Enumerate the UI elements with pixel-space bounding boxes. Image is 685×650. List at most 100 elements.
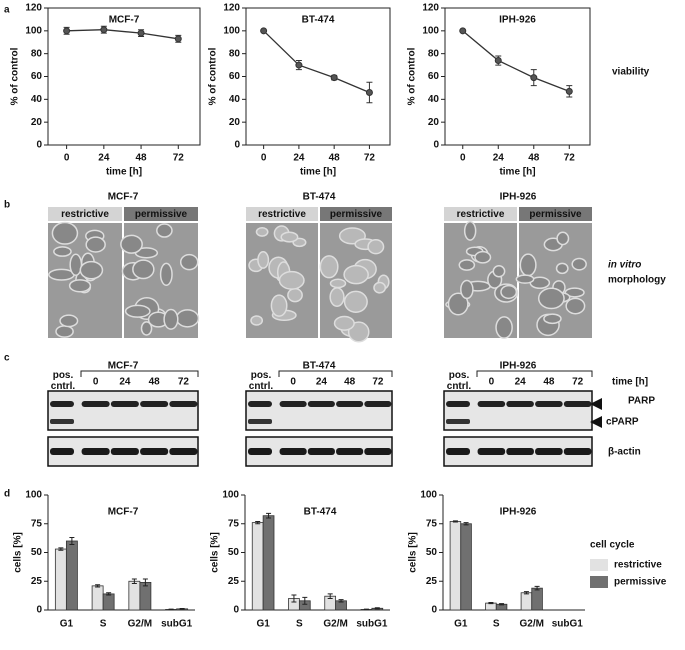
y-tick-label: 60 — [229, 71, 241, 82]
x-axis-label: time [h] — [499, 167, 535, 178]
y-tick-label: 80 — [31, 48, 43, 59]
x-axis-label: time [h] — [106, 167, 142, 178]
y-tick-label: 75 — [426, 518, 438, 529]
panel-letter: d — [4, 489, 10, 500]
cell — [280, 231, 299, 243]
blot — [47, 390, 199, 431]
bar — [460, 523, 472, 611]
timepoint-label: 48 — [543, 377, 555, 388]
condition-label: restrictive — [258, 209, 306, 220]
chart-title: IPH-926 — [499, 15, 536, 26]
bar — [139, 582, 152, 611]
band — [279, 401, 307, 407]
plot-frame — [444, 7, 591, 146]
cell — [120, 234, 143, 254]
side-label: morphology — [608, 275, 666, 286]
y-tick-label: 0 — [431, 605, 437, 616]
y-tick-label: 50 — [31, 547, 43, 558]
cell — [556, 231, 570, 246]
band — [364, 401, 392, 407]
x-tick-label: 48 — [528, 153, 540, 164]
y-tick-label: 0 — [36, 605, 42, 616]
x-tick-label: subG1 — [552, 619, 584, 630]
legend-title: cell cycle — [590, 540, 635, 551]
x-tick-label: subG1 — [161, 619, 193, 630]
cell — [48, 268, 75, 281]
band — [140, 448, 169, 455]
error-bar — [363, 608, 369, 611]
cell — [564, 287, 585, 298]
y-axis-label: cells [%] — [210, 532, 221, 573]
y-tick-label: 0 — [433, 140, 439, 151]
cell — [132, 259, 155, 280]
band-label: PARP — [628, 396, 655, 407]
error-bar — [179, 608, 185, 610]
condition-header — [246, 207, 318, 221]
band — [81, 401, 110, 407]
bar — [251, 522, 264, 611]
cell — [79, 260, 104, 280]
plot-frame — [47, 7, 201, 146]
cell — [140, 321, 153, 336]
data-point — [295, 61, 303, 69]
cell — [270, 294, 288, 317]
band — [563, 448, 592, 455]
timepoint-label: 24 — [316, 377, 328, 388]
cell — [159, 262, 173, 287]
band — [336, 401, 364, 407]
band — [248, 419, 272, 424]
legend-label: permissive — [614, 577, 667, 588]
y-tick-label: 20 — [428, 117, 440, 128]
y-tick-label: 80 — [229, 48, 241, 59]
cell — [367, 239, 385, 255]
y-tick-label: 100 — [422, 25, 439, 36]
timepoint-label: 24 — [119, 377, 131, 388]
band — [140, 401, 169, 407]
x-tick-label: 72 — [173, 153, 185, 164]
data-point — [330, 74, 338, 82]
x-tick-label: 72 — [564, 153, 576, 164]
x-tick-label: S — [493, 619, 500, 630]
x-tick-label: 0 — [64, 153, 70, 164]
data-point — [260, 27, 268, 35]
band — [477, 448, 506, 455]
data-point — [565, 87, 573, 95]
cell — [85, 236, 106, 253]
error-bar — [452, 520, 458, 523]
error-bar — [291, 594, 297, 603]
band — [535, 448, 563, 455]
band — [110, 448, 139, 455]
micrograph-cells — [515, 231, 587, 337]
bar — [54, 548, 67, 611]
y-tick-label: 25 — [426, 576, 438, 587]
x-tick-label: 72 — [364, 153, 376, 164]
x-tick-label: G2/M — [128, 619, 152, 630]
band — [169, 401, 198, 407]
data-point — [530, 74, 538, 82]
cell-line-title: MCF-7 — [108, 361, 139, 372]
error-bar — [95, 584, 101, 588]
cell — [329, 278, 347, 289]
blot — [443, 390, 593, 431]
cell — [255, 227, 269, 237]
time-bracket — [278, 370, 393, 377]
panel-letter: a — [4, 5, 10, 16]
error-bar — [534, 585, 540, 591]
y-axis-label: cells [%] — [13, 532, 24, 573]
cell — [500, 284, 518, 300]
y-tick-label: 40 — [229, 94, 241, 105]
legend-label: restrictive — [614, 560, 662, 571]
x-tick-label: 24 — [493, 153, 505, 164]
x-tick-label: 0 — [460, 153, 466, 164]
band — [506, 401, 534, 407]
y-tick-label: 40 — [428, 94, 440, 105]
y-tick-label: 75 — [228, 518, 240, 529]
y-tick-label: 50 — [228, 547, 240, 558]
bar — [65, 540, 78, 611]
x-tick-label: G2/M — [520, 619, 544, 630]
legend-swatch — [590, 559, 608, 571]
bar — [531, 587, 543, 611]
arrow — [590, 416, 602, 428]
condition-label: restrictive — [61, 209, 109, 220]
data-point — [174, 35, 182, 43]
